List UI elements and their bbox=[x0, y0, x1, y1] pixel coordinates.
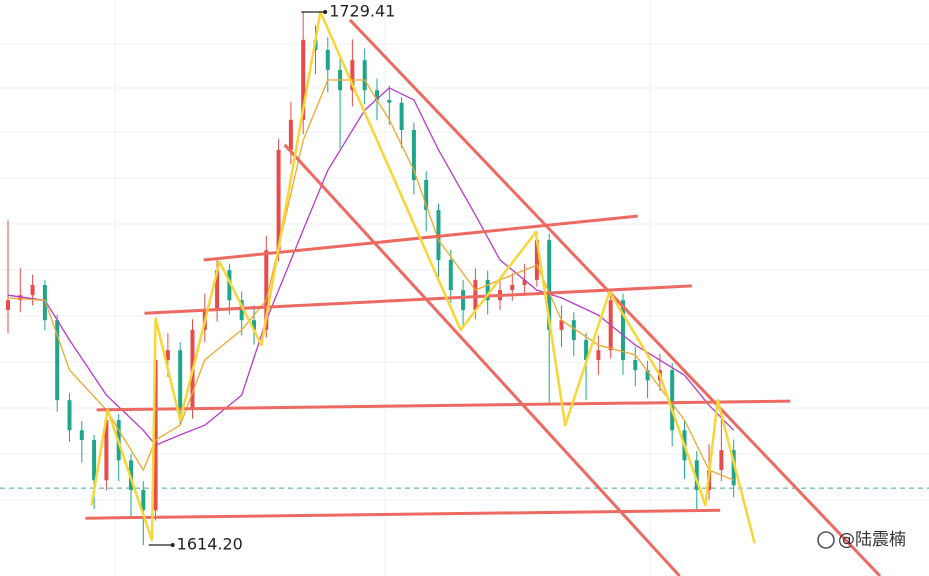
candle-body bbox=[178, 350, 183, 410]
candle-body bbox=[694, 460, 699, 490]
candle-body bbox=[264, 250, 269, 330]
trendline bbox=[283, 143, 681, 576]
candle-body bbox=[522, 279, 527, 285]
moving-average bbox=[7, 87, 735, 446]
candle-body bbox=[571, 320, 576, 341]
watermark-icon bbox=[817, 531, 835, 549]
candle-body bbox=[227, 270, 232, 301]
candle-body bbox=[719, 450, 724, 471]
candle-body bbox=[559, 320, 564, 330]
candle-body bbox=[534, 240, 539, 280]
candle-body bbox=[411, 130, 416, 180]
candle-body bbox=[30, 284, 35, 296]
candle-body bbox=[288, 119, 293, 150]
annotation-label: 1729.41 bbox=[329, 1, 395, 20]
trendline bbox=[85, 508, 721, 520]
candle-body bbox=[215, 270, 220, 310]
annotation-dot bbox=[170, 543, 175, 548]
candle-body bbox=[55, 320, 60, 401]
watermark-text: @陆震楠 bbox=[838, 530, 906, 550]
candle-body bbox=[153, 359, 158, 511]
candle-body bbox=[239, 300, 244, 321]
candle-body bbox=[399, 102, 404, 131]
trendline bbox=[144, 284, 692, 315]
candle-body bbox=[301, 39, 306, 120]
candle-body bbox=[79, 430, 84, 440]
candle-body bbox=[18, 295, 23, 301]
candle-body bbox=[670, 370, 675, 431]
candle-body bbox=[165, 350, 170, 360]
candle-body bbox=[645, 370, 650, 381]
candle-body bbox=[276, 149, 281, 251]
trendline bbox=[96, 399, 791, 412]
candle-body bbox=[424, 179, 429, 211]
zigzag-line bbox=[90, 10, 756, 544]
candle-body bbox=[350, 60, 355, 91]
candle-body bbox=[461, 290, 466, 310]
candle-body bbox=[620, 300, 625, 360]
candle-body bbox=[325, 49, 330, 70]
candle-body bbox=[362, 60, 367, 91]
candle-body bbox=[485, 279, 490, 301]
trendline bbox=[348, 18, 882, 576]
candle-body bbox=[547, 240, 552, 330]
candle-body bbox=[374, 90, 379, 100]
watermark: @陆震楠 bbox=[817, 530, 906, 550]
annotation-dot bbox=[323, 9, 328, 14]
candle-body bbox=[42, 284, 47, 321]
candle-body bbox=[387, 99, 392, 103]
candle-body bbox=[584, 340, 589, 360]
candle-body bbox=[92, 439, 97, 481]
annotation-label: 1614.20 bbox=[177, 535, 243, 554]
candle-body bbox=[448, 260, 453, 291]
candle-body bbox=[141, 489, 146, 511]
candle-body bbox=[251, 320, 256, 330]
moving-average bbox=[7, 79, 734, 481]
candle-body bbox=[731, 450, 736, 486]
candle-body bbox=[67, 400, 72, 431]
candles bbox=[5, 11, 736, 546]
candle-body bbox=[596, 350, 601, 360]
candle-body bbox=[5, 300, 10, 310]
candle-body bbox=[510, 284, 515, 291]
candle-body bbox=[633, 359, 638, 371]
candle-body bbox=[473, 279, 478, 310]
candle-body bbox=[104, 420, 109, 481]
